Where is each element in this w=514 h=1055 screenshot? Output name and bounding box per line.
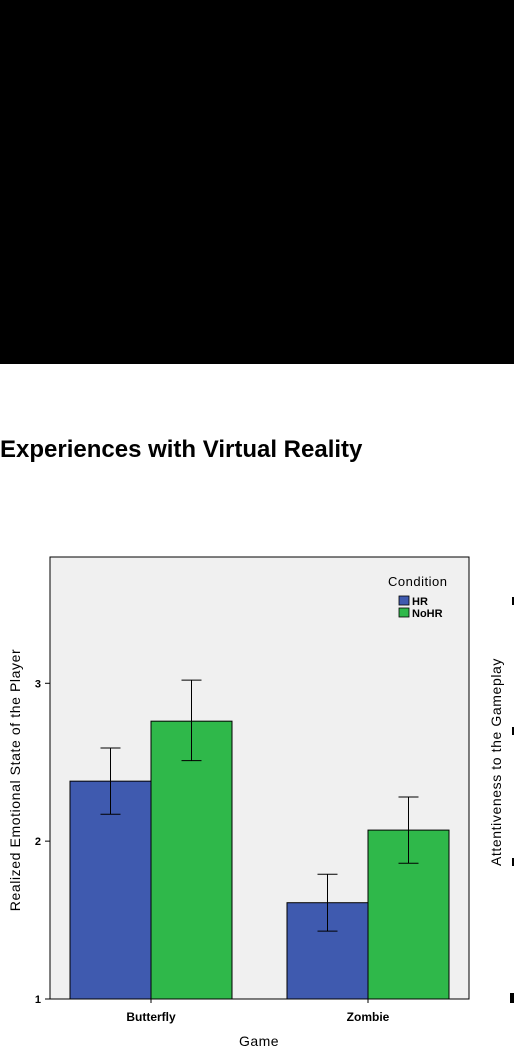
error-bar-nohr-butterfly bbox=[181, 679, 202, 762]
y-tick-label: 1 bbox=[35, 994, 41, 1006]
y-tick-label: 3 bbox=[35, 678, 41, 690]
x-tick-label: Zombie bbox=[347, 1010, 390, 1024]
y-axis-label: Realized Emotional State of the Player bbox=[7, 649, 23, 912]
legend-label-hr: HR bbox=[412, 596, 428, 608]
second-chart-tick-mark bbox=[510, 993, 514, 1003]
second-chart-edge-marks bbox=[510, 597, 514, 1003]
legend-swatch-nohr bbox=[398, 607, 410, 618]
x-axis-label: Game bbox=[239, 1033, 279, 1049]
second-chart-tick-mark bbox=[512, 727, 514, 735]
legend-label-nohr: NoHR bbox=[412, 608, 443, 620]
page-title: Experiences with Virtual Reality bbox=[0, 436, 363, 463]
second-chart-tick-mark bbox=[512, 597, 514, 605]
y-tick-label: 2 bbox=[35, 836, 41, 848]
second-chart-tick-mark bbox=[512, 858, 514, 866]
legend-swatch-hr bbox=[398, 595, 410, 606]
x-tick-label: Butterfly bbox=[126, 1010, 176, 1024]
second-chart-y-axis-label: Attentiveness to the Gameplay bbox=[488, 658, 504, 866]
error-bar-nohr-zombie bbox=[398, 796, 419, 864]
error-bar-hr-zombie bbox=[317, 873, 338, 932]
legend: Condition HR NoHR bbox=[388, 574, 447, 620]
bar-nohr-butterfly bbox=[150, 720, 233, 1000]
top-black-band bbox=[0, 0, 514, 364]
legend-title: Condition bbox=[388, 574, 447, 589]
error-bar-hr-butterfly bbox=[100, 747, 121, 815]
